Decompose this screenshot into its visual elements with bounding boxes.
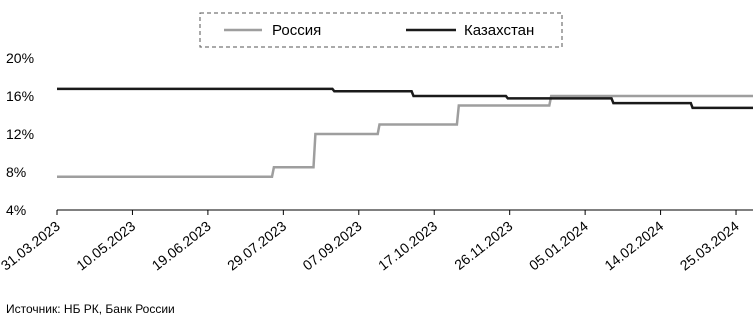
x-tick-label: 10.05.2023	[73, 218, 138, 274]
y-tick-label: 8%	[6, 164, 26, 180]
legend-box	[199, 12, 563, 48]
legend-label-series-2: Казахстан	[464, 22, 534, 39]
x-tick-label: 07.09.2023	[300, 218, 365, 274]
y-tick-label: 16%	[6, 88, 34, 104]
y-axis-ticks: 4% 8% 12% 16% 20%	[6, 50, 34, 218]
x-axis-ticks: 31.03.2023 10.05.2023 19.06.2023 29.07.2023…	[0, 210, 742, 274]
plot-area	[57, 87, 753, 179]
source-note: Источник: НБ РК, Банк России	[6, 302, 175, 316]
x-tick-label: 25.03.2024	[677, 218, 742, 274]
legend-label-series-1: Россия	[272, 22, 321, 39]
y-tick-label: 4%	[6, 202, 26, 218]
x-tick-label: 14.02.2024	[601, 218, 666, 274]
y-tick-label: 12%	[6, 126, 34, 142]
series-line-1	[57, 94, 753, 179]
legend: Россия Казахстан	[199, 12, 563, 48]
y-tick-label: 20%	[6, 50, 34, 66]
x-tick-label: 31.03.2023	[0, 218, 63, 274]
x-tick-label: 17.10.2023	[375, 218, 440, 274]
x-tick-label: 26.11.2023	[451, 218, 515, 273]
series-line-2	[57, 87, 753, 110]
x-tick-label: 29.07.2023	[224, 218, 289, 274]
x-tick-label: 19.06.2023	[149, 218, 214, 274]
x-tick-label: 05.01.2024	[526, 218, 591, 274]
